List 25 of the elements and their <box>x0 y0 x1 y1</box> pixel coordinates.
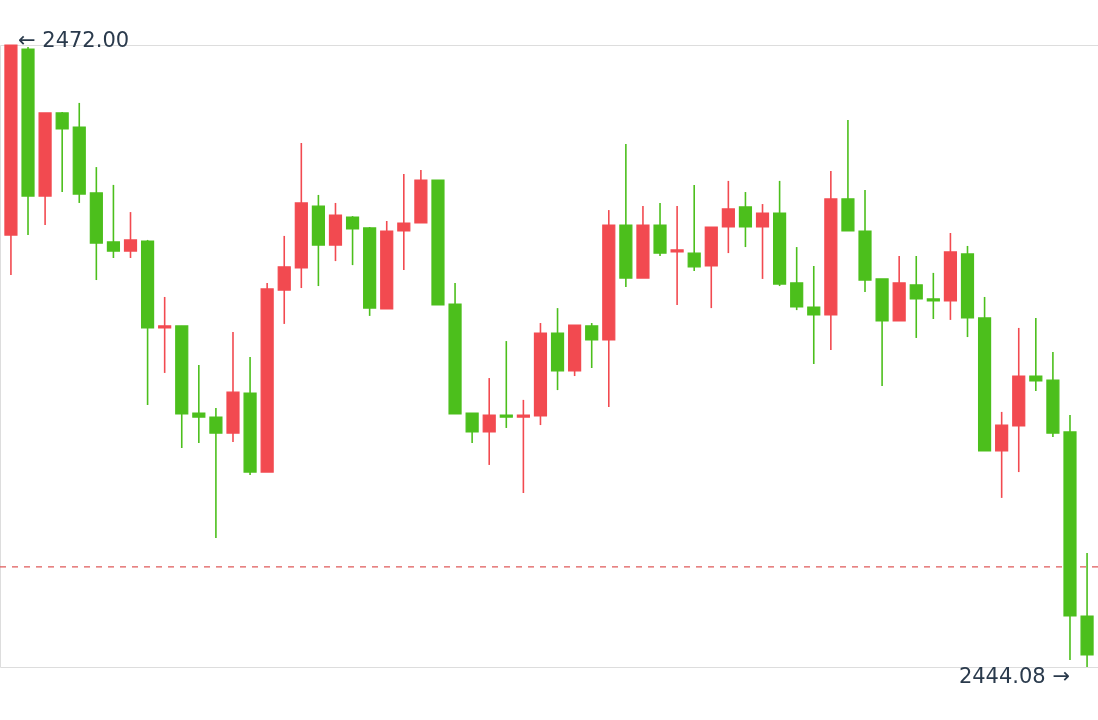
candlestick <box>465 412 479 444</box>
candlestick <box>807 265 821 365</box>
candlestick <box>499 340 513 429</box>
annotation: 2444.08 → <box>958 664 1070 688</box>
candlestick <box>106 184 121 259</box>
candlestick <box>516 399 530 494</box>
candlestick <box>755 203 770 280</box>
candlestick <box>397 173 411 271</box>
candlestick <box>158 296 172 374</box>
candlestick <box>670 205 684 306</box>
candlestick <box>909 255 923 339</box>
candlestick <box>687 184 701 272</box>
candlestick <box>721 180 735 254</box>
candlestick <box>1029 317 1043 392</box>
candlestick <box>277 235 291 325</box>
annotation: ← 2472.00 <box>18 28 130 52</box>
candlestick <box>482 377 496 466</box>
candlestick <box>55 111 69 193</box>
candlestick <box>738 191 753 248</box>
candlestick <box>345 215 360 266</box>
candlestick <box>209 407 223 539</box>
candlestick <box>123 211 138 259</box>
candlestick <box>926 272 940 320</box>
candlestick <box>192 364 206 444</box>
candlestick <box>585 322 599 369</box>
